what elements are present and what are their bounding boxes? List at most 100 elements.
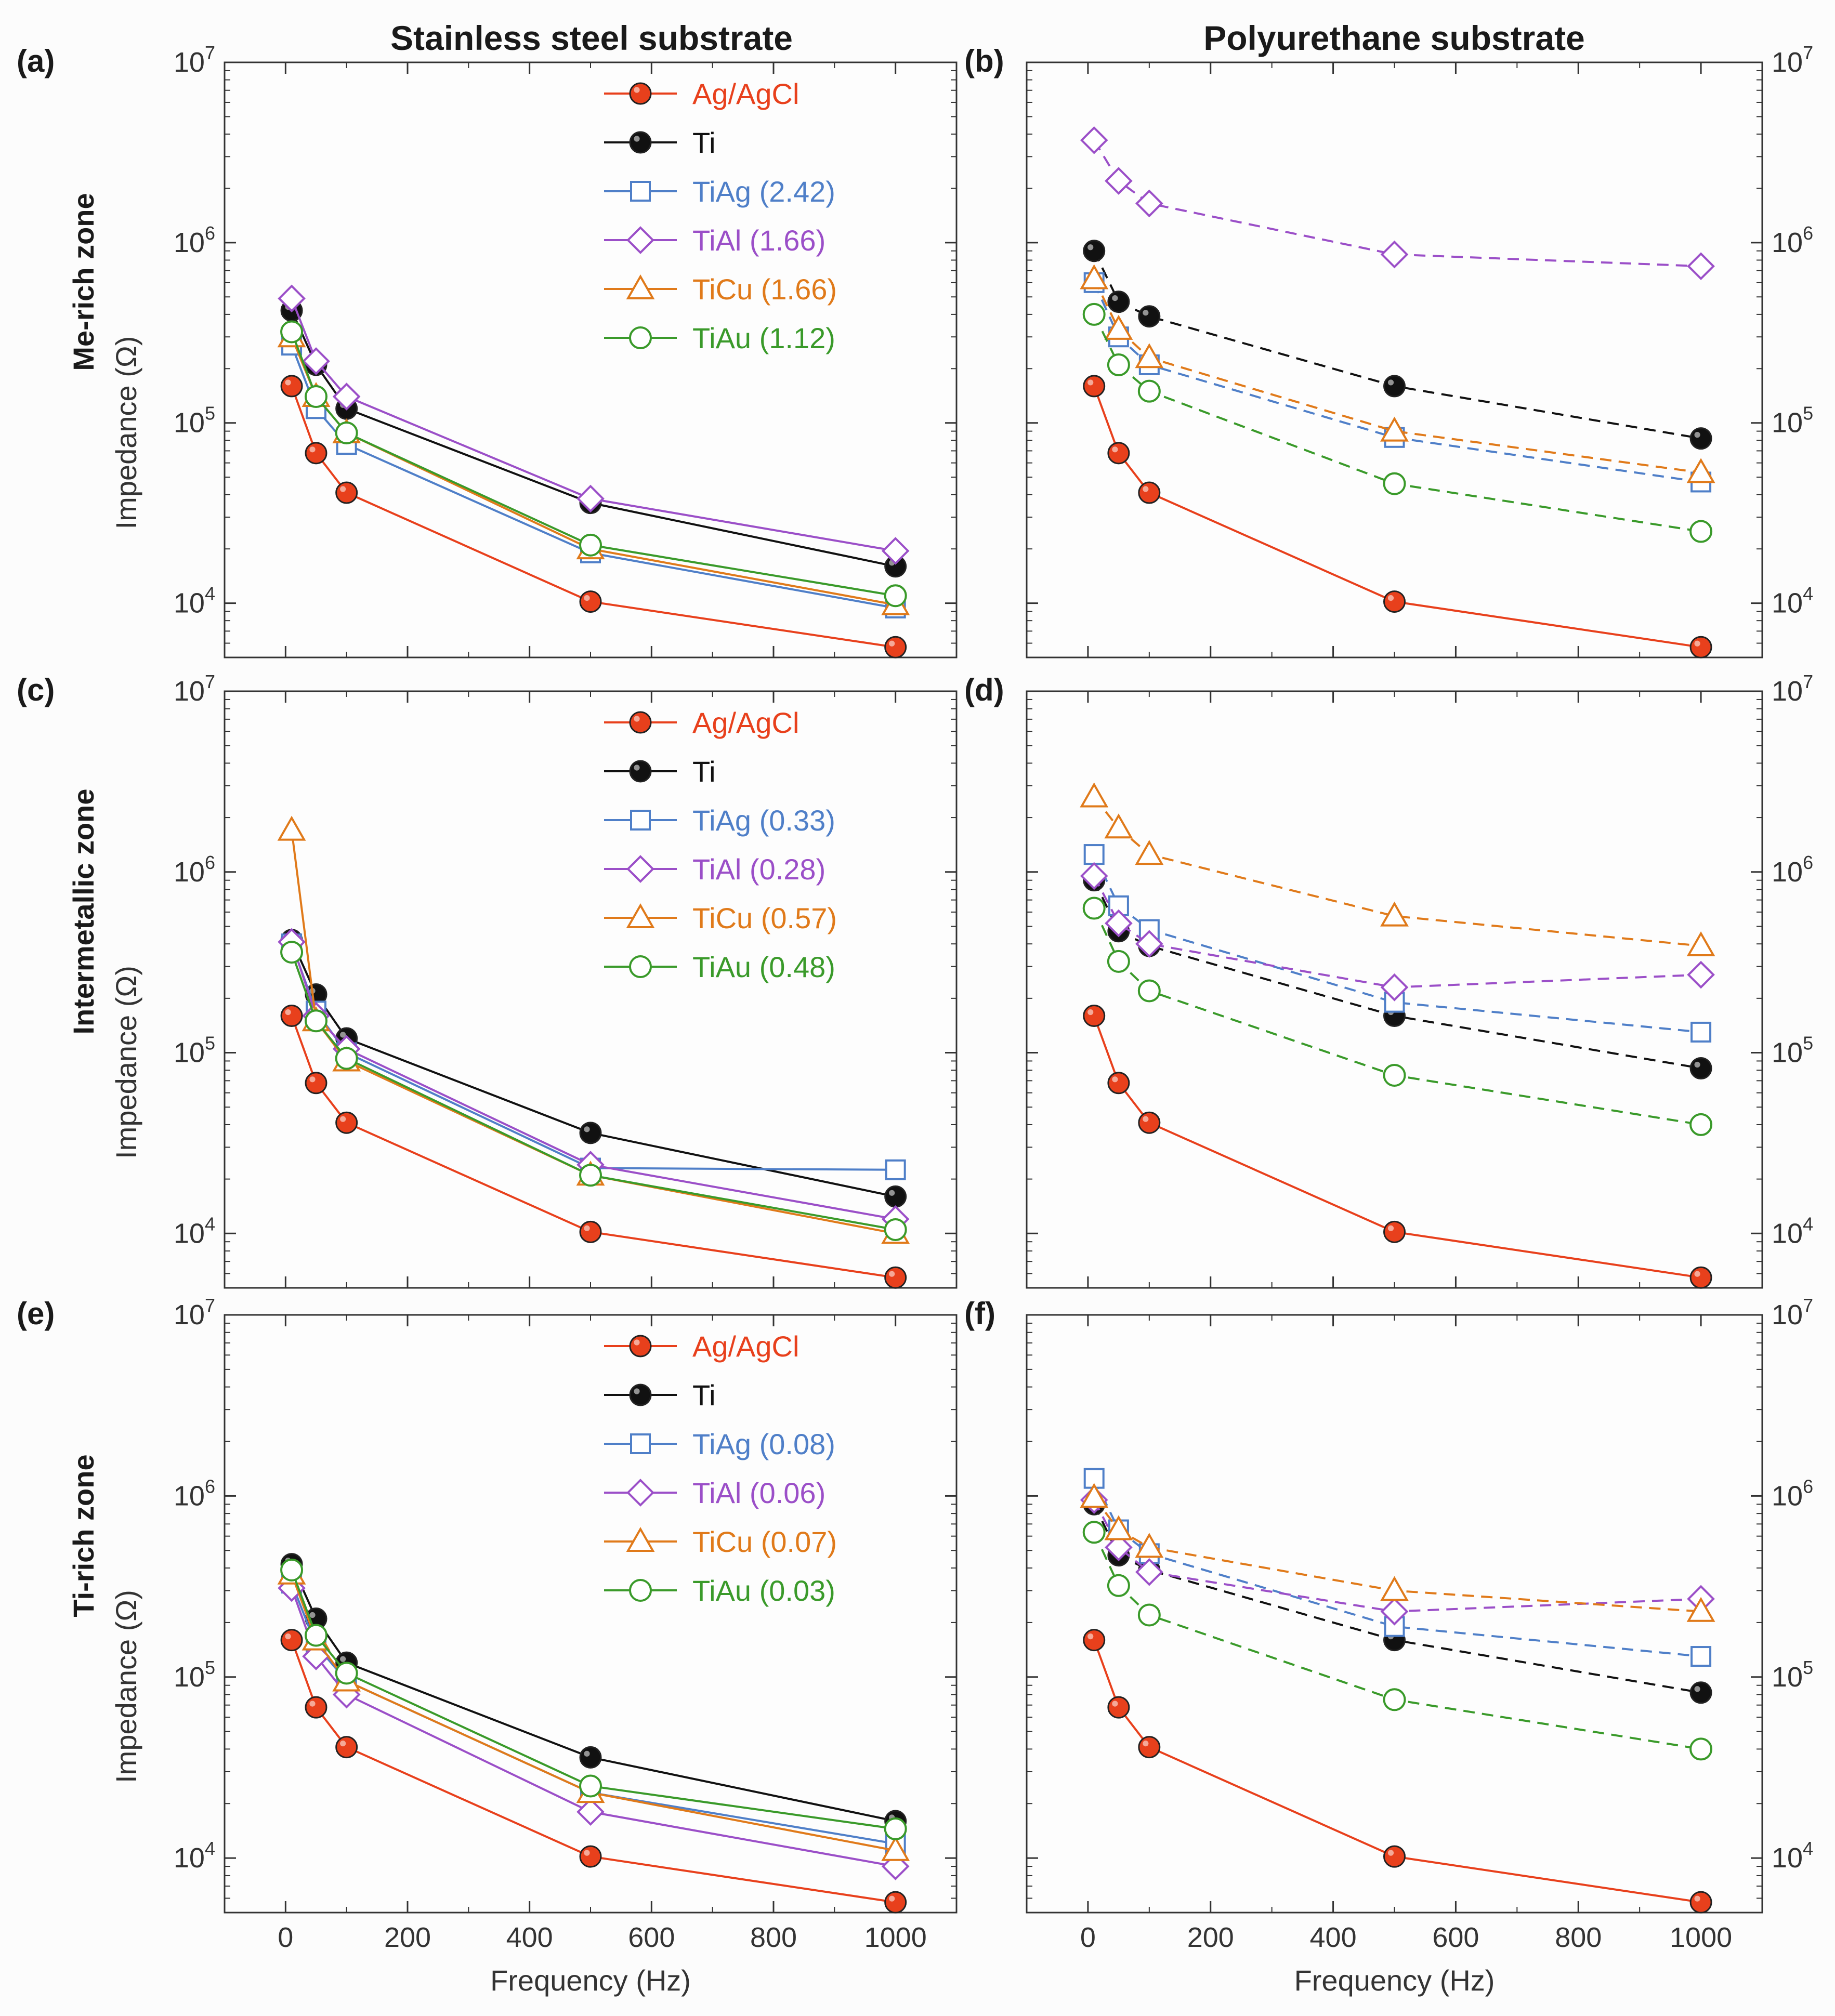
data-point-tial (1380, 973, 1409, 1002)
y-tick-label-base: 10 (174, 1037, 205, 1069)
legend-marker-ti (629, 131, 652, 154)
data-point-ag-agcl (305, 442, 327, 465)
data-point-tiau (1137, 1603, 1161, 1627)
data-point-tiau (335, 421, 358, 444)
legend-label-tiau: TiAu (1.12) (692, 322, 835, 354)
series-tial (1080, 862, 1715, 1002)
series-ticu (1080, 264, 1715, 483)
data-point-ti (884, 1185, 907, 1208)
y-tick-label-base: 10 (174, 588, 205, 619)
data-point-ti-highlight (584, 1126, 590, 1132)
x-axis-label: Frequency (Hz) (490, 1964, 691, 1997)
data-point-tiau (1383, 1063, 1406, 1087)
legend-label-ticu: TiCu (0.07) (692, 1525, 837, 1558)
data-point-tiau (579, 1774, 602, 1798)
data-point-tiau (884, 584, 907, 608)
legend-marker-ti (629, 760, 652, 783)
y-tick-label: 105 (1772, 1033, 1813, 1069)
data-point-ag-agcl (280, 1629, 303, 1652)
series-ticu (1080, 782, 1715, 956)
data-point-ti (1689, 1057, 1712, 1080)
legend-label-ag-agcl: Ag/AgCl (692, 1330, 799, 1363)
x-tick-label: 600 (1432, 1922, 1479, 1953)
y-tick-label-base: 10 (1772, 227, 1803, 258)
series-ag-agcl (1083, 375, 1712, 658)
data-point-ag-agcl-highlight (1112, 1701, 1118, 1707)
series-ag-agcl (1083, 1629, 1712, 1914)
data-point-tiau (1383, 472, 1406, 495)
y-tick-label-base: 10 (1772, 676, 1803, 707)
data-point-ag-agcl-highlight (309, 1076, 316, 1083)
legend-marker-ag-agcl (629, 711, 652, 734)
data-point-ticu (1686, 931, 1715, 956)
y-tick-label: 106 (174, 222, 215, 258)
data-point-tiau (305, 385, 327, 409)
y-tick-label-base: 10 (1772, 1218, 1803, 1249)
data-point-ag-agcl (335, 481, 358, 504)
y-tick-label: 105 (1772, 1657, 1813, 1693)
legend-label-tiag: TiAg (0.33) (692, 804, 835, 837)
data-point-ag-agcl (884, 1266, 907, 1289)
data-point-tiau (1082, 897, 1106, 920)
data-point-tial (1105, 909, 1133, 938)
y-tick-label-base: 10 (174, 407, 205, 439)
series-tiau (1082, 1521, 1713, 1761)
data-point-ti (579, 1746, 602, 1769)
legend-marker-tiag (630, 810, 651, 831)
data-point-tial (1135, 930, 1163, 958)
series-ag-agcl (280, 1005, 907, 1289)
legend-marker-tiag (630, 1433, 651, 1454)
y-tick-label-exponent: 7 (205, 671, 215, 692)
y-tick-label: 107 (174, 42, 215, 78)
data-point-ag-agcl-highlight (1087, 379, 1094, 386)
legend-marker-ticu (626, 1526, 655, 1552)
data-point-tial (881, 537, 910, 565)
y-tick-label-base: 10 (174, 676, 205, 707)
x-tick-label: 800 (1555, 1922, 1602, 1953)
y-tick-label-exponent: 6 (1803, 1475, 1813, 1497)
data-point-tial (1105, 1533, 1133, 1562)
data-point-ti-highlight (1694, 1686, 1700, 1692)
plot-frame (224, 61, 958, 658)
panel-label: (b) (964, 44, 1004, 78)
y-tick-label: 104 (174, 583, 215, 619)
data-point-ag-agcl (1107, 1696, 1130, 1719)
data-point-tiau (1689, 520, 1713, 543)
x-tick-label: 600 (628, 1922, 675, 1953)
data-point-tiau (579, 1164, 602, 1187)
series-tiag (1083, 844, 1712, 1043)
y-axis-label: Impedance (Ω) (110, 1590, 142, 1783)
y-tick-label-base: 10 (174, 1480, 205, 1511)
panel-label: (e) (17, 1296, 55, 1331)
data-point-tiau (1689, 1737, 1713, 1761)
data-point-ag-agcl-highlight (889, 640, 895, 647)
y-tick-label-base: 10 (174, 857, 205, 888)
zone-label: Intermetallic zone (67, 788, 100, 1034)
legend-marker-ti-highlight (634, 1388, 640, 1394)
series-ag-agcl (280, 1629, 907, 1914)
y-tick-label-base: 10 (1772, 407, 1803, 439)
data-point-ag-agcl-highlight (1143, 486, 1149, 492)
data-point-ag-agcl-highlight (1087, 1009, 1094, 1016)
series-line-tial (1093, 875, 1701, 989)
y-tick-label: 105 (174, 1033, 215, 1069)
data-point-ag-agcl (884, 1891, 907, 1914)
data-point-ag-agcl-highlight (1694, 1271, 1700, 1277)
legend-marker-tial (626, 1479, 654, 1507)
data-point-tiau (305, 1624, 327, 1647)
legend-marker-ticu (626, 903, 655, 928)
y-tick-label-base: 10 (1772, 1480, 1803, 1511)
series-tiau (280, 1558, 907, 1840)
legend-label-ag-agcl: Ag/AgCl (692, 77, 799, 110)
data-point-ag-agcl-highlight (1694, 1895, 1700, 1902)
legend-marker-tiau (629, 955, 652, 978)
data-point-tiau (1082, 1521, 1106, 1544)
x-tick-label: 1000 (1670, 1922, 1732, 1953)
data-point-ti (1689, 427, 1712, 450)
panel-label: (f) (964, 1296, 995, 1331)
data-point-ticu (1080, 264, 1109, 289)
legend-label-ticu: TiCu (0.57) (692, 902, 837, 934)
data-point-ti (1138, 305, 1161, 328)
data-point-ti-highlight (1112, 295, 1118, 301)
